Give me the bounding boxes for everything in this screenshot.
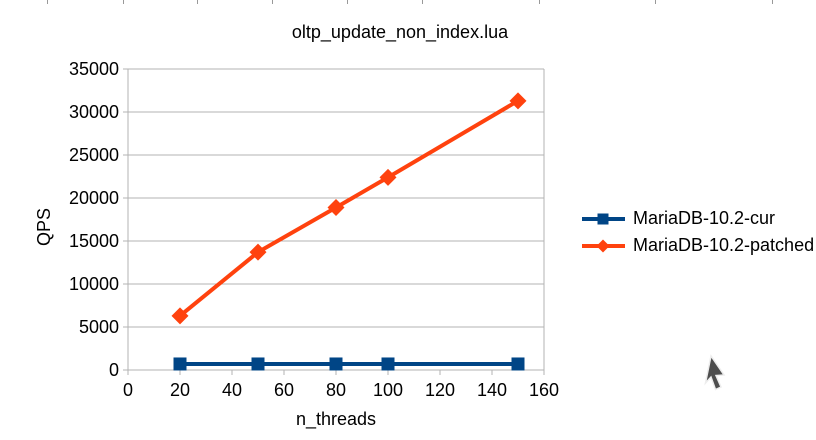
legend-item-patched: MariaDB-10.2-patched [582, 232, 814, 259]
x-tick-label: 60 [274, 380, 294, 400]
x-tick-label: 140 [477, 380, 507, 400]
column-boundary-tick [422, 0, 423, 4]
x-tick-label: 120 [425, 380, 455, 400]
column-boundary-tick [123, 0, 124, 4]
x-tick-label: 0 [123, 380, 133, 400]
legend-line-diamond-icon [582, 239, 625, 252]
x-tick-label: 100 [373, 380, 403, 400]
data-point-marker [327, 198, 345, 216]
column-boundary-tick [655, 0, 656, 4]
legend: MariaDB-10.2-cur MariaDB-10.2-patched [582, 205, 814, 259]
data-point-marker [171, 307, 189, 325]
column-boundary-tick [539, 0, 540, 4]
y-tick-label: 30000 [69, 102, 119, 122]
data-point-marker [251, 357, 265, 371]
y-tick-label: 35000 [69, 59, 119, 79]
legend-marker-shape [596, 239, 610, 252]
y-tick-label: 10000 [69, 274, 119, 294]
legend-label: MariaDB-10.2-patched [633, 235, 815, 255]
legend-marker-shape [597, 213, 609, 224]
x-tick-label: 40 [222, 380, 242, 400]
legend-label: MariaDB-10.2-cur [633, 208, 776, 228]
data-point-marker [381, 357, 395, 371]
column-boundary-tick [347, 0, 348, 4]
data-point-marker [173, 357, 187, 371]
y-tick-label: 25000 [69, 145, 119, 165]
y-tick-label: 20000 [69, 188, 119, 208]
y-tick-label: 15000 [69, 231, 119, 251]
data-point-marker [329, 357, 343, 371]
column-boundary-ticks [0, 0, 816, 5]
data-point-marker [509, 92, 527, 110]
y-tick-label: 5000 [79, 317, 119, 337]
x-tick-label: 80 [326, 380, 346, 400]
mouse-cursor-icon [704, 354, 726, 391]
column-boundary-tick [47, 0, 48, 4]
x-tick-label: 160 [529, 380, 559, 400]
legend-item-cur: MariaDB-10.2-cur [582, 205, 814, 232]
data-point-marker [249, 243, 267, 261]
y-tick-label: 0 [109, 360, 119, 380]
data-point-marker [379, 168, 397, 186]
legend-line-square-icon [582, 213, 625, 224]
column-boundary-tick [772, 0, 773, 4]
column-boundary-tick [272, 0, 273, 4]
chart-title: oltp_update_non_index.lua [291, 22, 509, 42]
x-axis-title: n_threads [295, 409, 377, 429]
cursor-arrow [704, 354, 726, 391]
x-tick-label: 20 [170, 380, 190, 400]
data-point-marker [511, 357, 525, 371]
column-boundary-tick [197, 0, 198, 4]
